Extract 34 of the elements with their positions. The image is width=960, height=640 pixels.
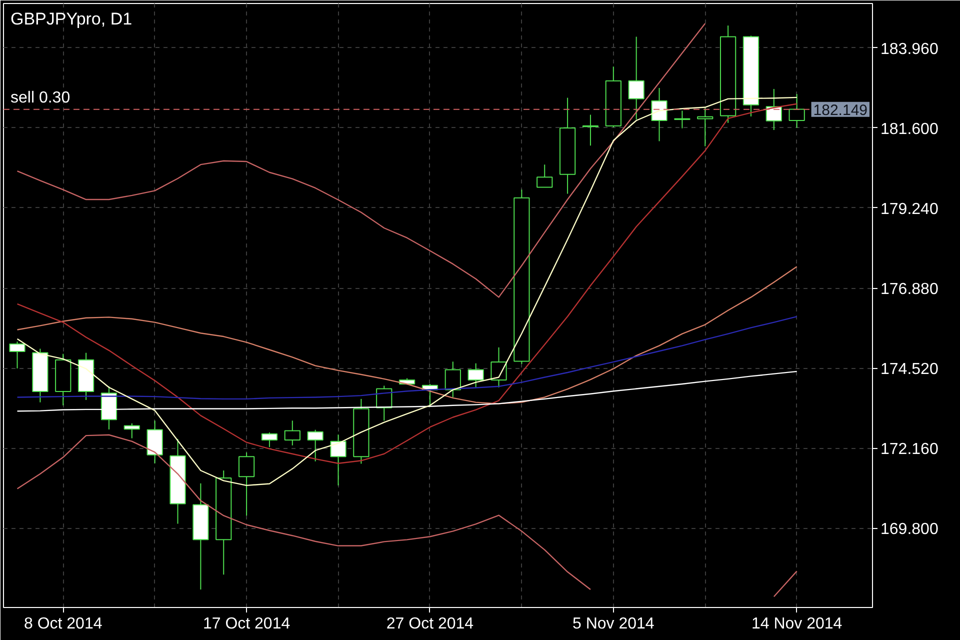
candlestick xyxy=(307,429,324,462)
candlestick xyxy=(444,361,461,398)
y-tick-label: 169.800 xyxy=(880,521,938,538)
candlestick xyxy=(788,94,805,128)
candlestick xyxy=(697,107,714,147)
candlestick xyxy=(628,36,644,120)
x-tick-label: 27 Oct 2014 xyxy=(386,616,474,632)
y-tick-label: 176.880 xyxy=(880,281,938,298)
y-tick-label: 181.600 xyxy=(880,120,938,138)
annotation: 182.149 xyxy=(813,102,868,119)
x-tick-label: 5 Nov 2014 xyxy=(572,616,654,632)
candlestick xyxy=(468,362,484,388)
candlestick xyxy=(651,87,668,142)
candlestick xyxy=(9,341,26,369)
y-tick-label: 179.240 xyxy=(880,201,938,218)
candlestick xyxy=(582,114,599,146)
x-tick-label: 17 Oct 2014 xyxy=(202,616,290,632)
y-tick-label: 174.520 xyxy=(880,361,938,378)
candlestick xyxy=(330,434,346,486)
y-tick-label: 183.960 xyxy=(880,40,938,58)
candlestick xyxy=(238,452,255,516)
y-tick-label: 172.160 xyxy=(880,441,938,458)
chart-title: GBPJPYpro, D1 xyxy=(10,10,132,28)
ref-line-label: sell 0.30 xyxy=(10,89,70,106)
candlestick xyxy=(674,110,690,129)
candlestick xyxy=(766,88,782,130)
candlestick xyxy=(261,432,278,448)
x-tick-label: 14 Nov 2014 xyxy=(751,616,842,632)
candlestick xyxy=(284,420,300,446)
line-series xyxy=(16,266,798,404)
x-tick-label: 8 Oct 2014 xyxy=(24,616,102,632)
candlestick xyxy=(490,346,507,388)
candlestick xyxy=(536,164,553,188)
candlestick xyxy=(124,422,140,439)
